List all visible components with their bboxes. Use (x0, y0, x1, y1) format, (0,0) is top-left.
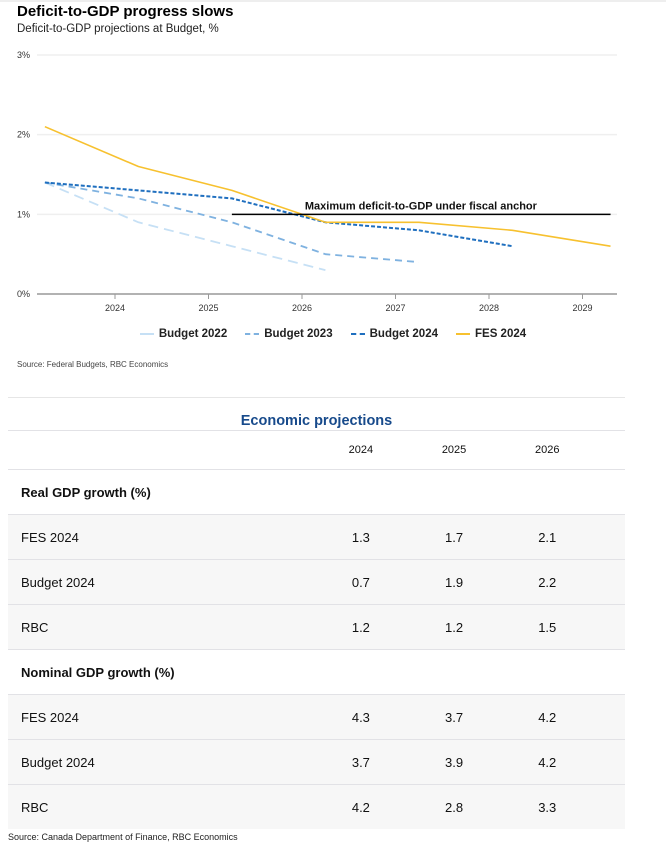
legend-swatch (456, 333, 470, 335)
y-tick-label: 1% (17, 209, 30, 219)
x-tick-label: 2028 (479, 303, 499, 313)
table-row: Budget 2024 3.7 3.9 4.2 (8, 739, 625, 785)
table-cell: 3.9 (407, 739, 501, 785)
chart-title: Deficit-to-GDP progress slows (17, 3, 234, 20)
table-cell: 2.1 (500, 514, 594, 560)
table-cell: 1.3 (314, 514, 408, 560)
table-row: Budget 2024 0.7 1.9 2.2 (8, 559, 625, 605)
series-line-fes-2024 (44, 125, 611, 247)
legend-item: FES 2024 (456, 328, 526, 340)
table-cell: 1.2 (407, 604, 501, 650)
table-cell: 1.5 (500, 604, 594, 650)
x-tick-label: 2029 (572, 303, 592, 313)
legend-item: Budget 2024 (350, 328, 438, 340)
table-cell: 2.8 (407, 784, 501, 829)
x-tick-label: 2025 (198, 303, 218, 313)
top-divider (0, 0, 666, 2)
column-header: 2024 (314, 430, 408, 470)
line-chart: 0% 1% 2% 3% 2024 2025 2026 2027 2028 2029 Maximum… (17, 50, 617, 313)
section-row: Real GDP growth (%) (8, 469, 625, 515)
legend-label: Budget 2024 (369, 328, 438, 340)
row-label: Budget 2024 (8, 559, 315, 605)
legend-label: FES 2024 (475, 328, 527, 340)
legend-swatch (245, 333, 260, 335)
table-header-row: 2024 2025 2026 (8, 430, 625, 470)
legend-item: Budget 2022 (139, 328, 228, 340)
table-row: RBC 4.2 2.8 3.3 (8, 784, 625, 829)
table-cell: 1.7 (407, 514, 501, 560)
section-label: Real GDP growth (%) (8, 469, 625, 515)
y-tick-label: 2% (17, 130, 30, 140)
table-cell: 4.2 (314, 784, 408, 829)
row-label: FES 2024 (8, 694, 315, 740)
x-tick-label: 2027 (385, 303, 405, 313)
chart-legend: Budget 2022 Budget 2023 Budget 2024 FES 202… (0, 328, 666, 340)
section-divider (8, 397, 625, 398)
legend-label: Budget 2022 (158, 328, 228, 340)
table-title: Economic projections (240, 413, 393, 429)
table-cell: 4.2 (500, 739, 594, 785)
x-tick-label: 2026 (292, 303, 312, 313)
section-row: Nominal GDP growth (%) (8, 649, 625, 695)
table-row: FES 2024 1.3 1.7 2.1 (8, 514, 625, 560)
row-label: FES 2024 (8, 514, 315, 560)
table-cell: 3.3 (500, 784, 594, 829)
series-line-budget-2023 (44, 181, 419, 263)
row-label: RBC (8, 604, 315, 650)
legend-label: Budget 2023 (264, 328, 333, 340)
y-tick-label: 0% (17, 289, 30, 299)
header-blank (8, 430, 315, 470)
table-cell: 0.7 (314, 559, 408, 605)
table-cell: 3.7 (314, 739, 408, 785)
table-source: Source: Canada Department of Finance, RB… (8, 832, 238, 842)
series-line-budget-2022 (44, 181, 326, 271)
table-cell: 1.9 (407, 559, 501, 605)
series-line-budget-2024 (44, 181, 513, 248)
table-cell: 4.3 (314, 694, 408, 740)
section-label: Nominal GDP growth (%) (8, 649, 625, 695)
chart-subtitle: Deficit-to-GDP projections at Budget, % (17, 23, 219, 35)
table-cell: 2.2 (500, 559, 594, 605)
table-row: RBC 1.2 1.2 1.5 (8, 604, 625, 650)
projections-table: 2024 2025 2026 Real GDP growth (%) FES 20… (8, 430, 625, 829)
row-label: Budget 2024 (8, 739, 315, 785)
fiscal-anchor-label: Maximum deficit-to-GDP under fiscal anch… (305, 200, 538, 212)
legend-swatch (139, 333, 154, 335)
column-header: 2025 (407, 430, 501, 470)
chart-source: Source: Federal Budgets, RBC Economics (17, 360, 169, 369)
column-header: 2026 (500, 430, 594, 470)
row-label: RBC (8, 784, 315, 829)
table-row: FES 2024 4.3 3.7 4.2 (8, 694, 625, 740)
legend-item: Budget 2023 (245, 328, 333, 340)
legend-swatch (350, 333, 365, 335)
x-tick-label: 2024 (105, 303, 125, 313)
table-cell: 3.7 (407, 694, 501, 740)
table-cell: 1.2 (314, 604, 408, 650)
y-tick-label: 3% (17, 50, 30, 60)
table-cell: 4.2 (500, 694, 594, 740)
